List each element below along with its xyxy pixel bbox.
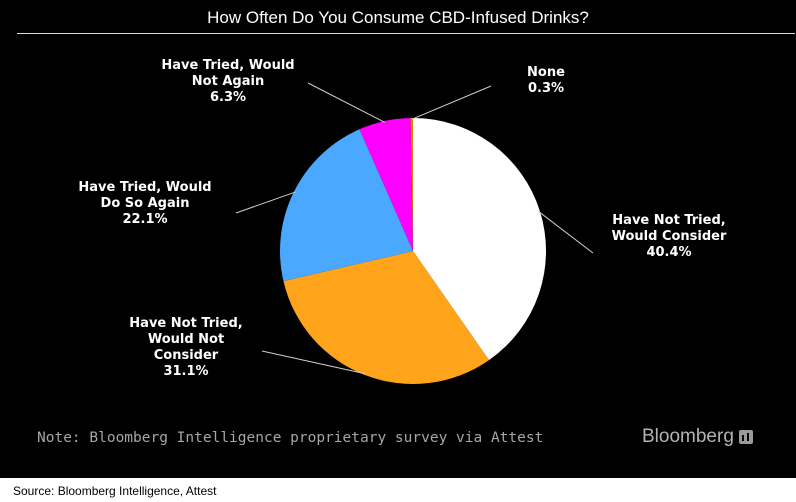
leader-line [411, 85, 492, 120]
slice-category-label: Consider [154, 348, 219, 363]
slice-value-label: 40.4% [646, 245, 691, 260]
slice-category-label: Would Consider [612, 229, 727, 244]
bloomberg-terminal-icon [738, 430, 753, 444]
slice-category-label: Not Again [192, 74, 264, 89]
leader-line [261, 350, 366, 375]
pie-slice [413, 118, 547, 361]
slice-category-label: Have Not Tried, [129, 316, 242, 331]
slice-value-label: 6.3% [210, 90, 246, 105]
source-text: Source: Bloomberg Intelligence, Attest [13, 484, 217, 498]
source-footer: Source: Bloomberg Intelligence, Attest [0, 478, 796, 502]
leader-line [235, 191, 296, 214]
slice-category-label: Would Not [148, 332, 224, 347]
slice-category-label: Have Not Tried, [612, 213, 725, 228]
title-divider [17, 33, 795, 34]
pie-slice [280, 129, 413, 282]
pie-slice [359, 118, 413, 252]
slice-category-label: Have Tried, Would [161, 58, 294, 73]
slice-category-label: Do So Again [101, 196, 190, 211]
leader-line [538, 211, 594, 254]
pie-slice [283, 251, 490, 385]
slice-value-label: 31.1% [163, 364, 208, 379]
slice-category-label: Have Tried, Would [78, 180, 211, 195]
bloomberg-logo: Bloomberg [642, 426, 753, 448]
pie-slice [410, 118, 413, 251]
chart-note: Note: Bloomberg Intelligence proprietary… [37, 430, 544, 446]
bloomberg-wordmark: Bloomberg [642, 426, 734, 447]
leader-line [307, 82, 385, 123]
chart-title: How Often Do You Consume CBD-Infused Dri… [207, 8, 589, 27]
slice-category-label: None [527, 65, 565, 80]
slice-value-label: 0.3% [528, 81, 564, 96]
slice-value-label: 22.1% [122, 212, 167, 227]
